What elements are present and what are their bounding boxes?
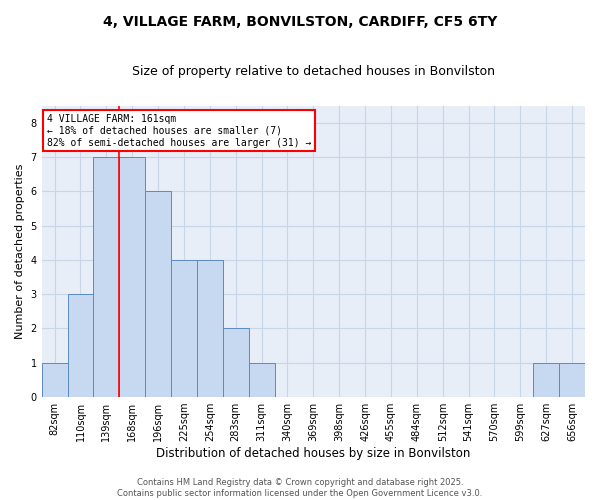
Bar <box>119 157 145 397</box>
Bar <box>248 363 275 397</box>
Text: 4 VILLAGE FARM: 161sqm
← 18% of detached houses are smaller (7)
82% of semi-deta: 4 VILLAGE FARM: 161sqm ← 18% of detached… <box>47 114 311 148</box>
Text: Contains HM Land Registry data © Crown copyright and database right 2025.
Contai: Contains HM Land Registry data © Crown c… <box>118 478 482 498</box>
Bar <box>197 260 223 397</box>
Title: Size of property relative to detached houses in Bonvilston: Size of property relative to detached ho… <box>132 65 495 78</box>
Bar <box>68 294 94 397</box>
Bar <box>223 328 248 397</box>
Bar <box>533 363 559 397</box>
Bar <box>94 157 119 397</box>
Bar <box>559 363 585 397</box>
Y-axis label: Number of detached properties: Number of detached properties <box>15 164 25 339</box>
Bar <box>171 260 197 397</box>
Bar <box>145 192 171 397</box>
Bar <box>41 363 68 397</box>
X-axis label: Distribution of detached houses by size in Bonvilston: Distribution of detached houses by size … <box>156 447 470 460</box>
Text: 4, VILLAGE FARM, BONVILSTON, CARDIFF, CF5 6TY: 4, VILLAGE FARM, BONVILSTON, CARDIFF, CF… <box>103 15 497 29</box>
